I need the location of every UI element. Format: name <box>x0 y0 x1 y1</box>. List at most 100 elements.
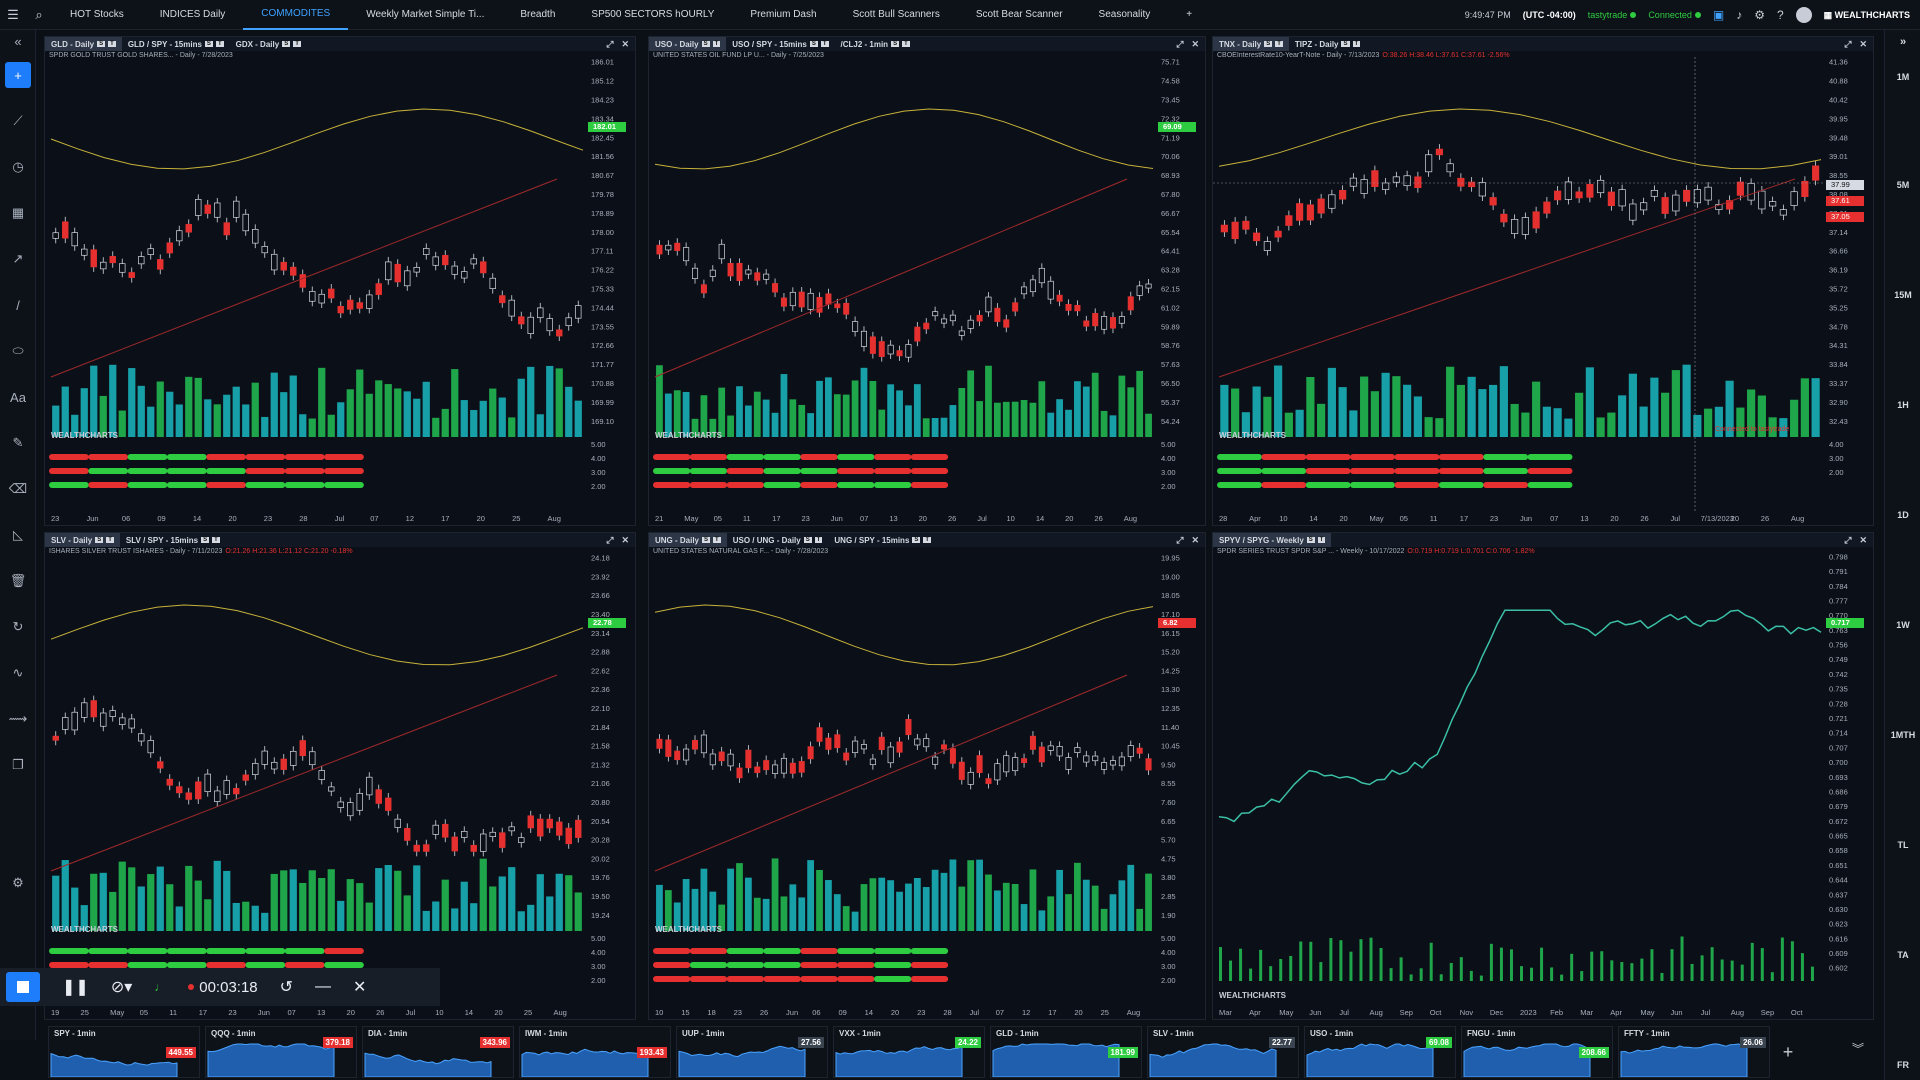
panel-symbol-tab[interactable]: SLV - Daily S T <box>45 533 120 547</box>
tab-premium-dash[interactable]: Premium Dash <box>750 9 817 20</box>
maximize-icon[interactable]: ⤢ <box>606 38 614 49</box>
chart-panel[interactable]: USO - Daily S T USO / SPY - 15mins S T/CLJ2 -… <box>648 36 1206 526</box>
interval-fr[interactable]: FR <box>1897 1060 1909 1070</box>
webcam-toggle-icon[interactable]: ⊘▾ <box>110 979 133 996</box>
close-icon[interactable]: ✕ <box>621 38 629 49</box>
mini-chart[interactable]: SLV - 1min 22.77 <box>1147 1026 1299 1078</box>
template-badge-icon[interactable]: T <box>902 41 910 47</box>
template-badge-icon[interactable]: T <box>212 537 220 543</box>
settings-badge-icon[interactable]: S <box>201 537 210 543</box>
template-badge-icon[interactable]: T <box>108 41 116 47</box>
mini-chart[interactable]: UUP - 1min 27.56 <box>676 1026 828 1078</box>
template-badge-icon[interactable]: T <box>106 537 114 543</box>
mini-chart[interactable]: FNGU - 1min 208.66 <box>1461 1026 1613 1078</box>
clock-tool-icon[interactable]: ◷ <box>12 159 24 174</box>
mini-chart[interactable]: USO - 1min 69.08 <box>1304 1026 1456 1078</box>
close-icon[interactable]: ✕ <box>1191 38 1199 49</box>
trendline-tool-icon[interactable]: ⟋ <box>13 113 23 128</box>
interval-5m[interactable]: 5M <box>1896 180 1910 190</box>
menu-icon[interactable]: ☰ <box>7 6 19 22</box>
strip-collapse-icon[interactable]: ︾ <box>1852 1042 1865 1056</box>
template-badge-icon[interactable]: T <box>215 41 224 47</box>
collapse-icon[interactable]: « <box>14 33 22 49</box>
interval-tl[interactable]: TL <box>1897 840 1909 850</box>
gear-icon[interactable]: ⚙ <box>1754 8 1765 22</box>
add-tab-button[interactable]: + <box>1186 9 1193 20</box>
indicator-icon[interactable]: ∿ <box>12 665 24 680</box>
stop-recording-button[interactable] <box>6 972 40 1002</box>
price-chart[interactable]: 75.71 74.58 73.45 72.32 71.19 70.06 68.93 67.80… <box>649 37 1206 526</box>
add-tool-button[interactable]: + <box>0 52 36 98</box>
help-icon[interactable]: ? <box>1776 8 1784 22</box>
settings-badge-icon[interactable]: S <box>282 41 291 47</box>
chart-panel[interactable]: SPYV / SPYG - Weekly S T ⤢ ✕ SPDR SERIES TRUS… <box>1212 532 1874 1020</box>
interval-1mth[interactable]: 1MTH <box>1890 730 1916 740</box>
interval-1m[interactable]: 1M <box>1896 72 1910 82</box>
interval-1d[interactable]: 1D <box>1897 510 1909 520</box>
price-chart[interactable]: 24.18 23.92 23.66 23.40 23.14 22.88 22.62 22.36… <box>45 533 636 1020</box>
panel-symbol-tab[interactable]: UNG - Daily S T <box>649 533 727 547</box>
tab-sp500-sectors[interactable]: SP500 SECTORS hOURLY <box>591 9 715 20</box>
maximize-icon[interactable]: ⤢ <box>1176 534 1184 545</box>
panel-symbol-tab[interactable]: UNG / SPY - 15mins S T <box>828 533 937 547</box>
price-chart[interactable]: 19.95 19.00 18.05 17.10 16.15 15.20 14.25 13.30… <box>649 533 1206 1020</box>
interval-1w[interactable]: 1W <box>1896 620 1910 630</box>
chart-panel[interactable]: TNX - Daily S T TIPZ - Daily S T ⤢ ✕ CBOEInteres… <box>1212 36 1874 526</box>
template-badge-icon[interactable]: T <box>712 41 721 47</box>
close-icon[interactable]: ✕ <box>1859 38 1867 49</box>
panel-symbol-tab[interactable]: USO - Daily S T <box>649 37 727 51</box>
settings-badge-icon[interactable]: S <box>1306 537 1315 543</box>
calendar-tool-icon[interactable]: ▦ <box>11 205 25 220</box>
template-badge-icon[interactable]: T <box>1275 41 1283 47</box>
settings-badge-icon[interactable]: S <box>1264 41 1273 47</box>
settings-badge-icon[interactable]: S <box>97 41 106 47</box>
mini-chart[interactable]: DIA - 1min 343.96 <box>362 1026 514 1078</box>
template-badge-icon[interactable]: T <box>923 537 932 543</box>
maximize-icon[interactable]: ⤢ <box>606 534 614 545</box>
close-icon[interactable]: ✕ <box>621 534 629 545</box>
settings-badge-icon[interactable]: S <box>702 537 711 543</box>
template-badge-icon[interactable]: T <box>1317 537 1326 543</box>
strategy-icon[interactable]: ⟿ <box>8 711 28 726</box>
mini-chart[interactable]: FFTY - 1min 26.06 <box>1618 1026 1770 1078</box>
tab-breadth[interactable]: Breadth <box>520 9 556 20</box>
settings-badge-icon[interactable]: S <box>1341 41 1350 47</box>
settings-badge-icon[interactable]: S <box>891 41 900 47</box>
maximize-icon[interactable]: ⤢ <box>1844 38 1852 49</box>
price-chart[interactable]: 0.798 0.791 0.784 0.777 0.770 0.763 0.756 0.749… <box>1213 533 1874 1020</box>
settings-badge-icon[interactable]: S <box>809 41 818 47</box>
settings-sidebar-icon[interactable]: ⚙ <box>12 875 24 890</box>
close-icon[interactable]: ✕ <box>1859 534 1867 545</box>
restart-button[interactable]: ↺ <box>279 979 294 996</box>
interval-1h[interactable]: 1H <box>1897 400 1909 410</box>
chart-panel[interactable]: GLD - Daily S T GLD / SPY - 15mins S T GDX - D… <box>44 36 636 526</box>
close-icon[interactable]: ✕ <box>1191 534 1199 545</box>
tab-hot-stocks[interactable]: HOT Stocks <box>70 9 124 20</box>
interval-ta[interactable]: TA <box>1897 950 1909 960</box>
layers-icon[interactable]: ❐ <box>12 757 24 772</box>
tab-weekly-market[interactable]: Weekly Market Simple Ti... <box>366 9 485 20</box>
panel-symbol-tab[interactable]: SLV / SPY - 15mins S T <box>120 533 226 547</box>
panel-symbol-tab[interactable]: /CLJ2 - 1min S T <box>835 37 916 51</box>
panel-symbol-tab[interactable]: GLD - Daily S T <box>45 37 122 51</box>
minimize-button[interactable]: — <box>315 978 332 995</box>
tab-scott-bull[interactable]: Scott Bull Scanners <box>852 9 940 20</box>
template-badge-icon[interactable]: T <box>820 41 829 47</box>
save-icon[interactable]: ▣ <box>1712 8 1725 22</box>
panel-symbol-tab[interactable]: GDX - Daily S T <box>230 37 307 51</box>
measure-tool-icon[interactable]: ◺ <box>13 527 23 542</box>
maximize-icon[interactable]: ⤢ <box>1844 534 1852 545</box>
line-chart-tool-icon[interactable]: ↗ <box>12 251 24 266</box>
settings-badge-icon[interactable]: S <box>803 537 812 543</box>
expand-right-icon[interactable]: » <box>1899 36 1907 48</box>
template-badge-icon[interactable]: T <box>1352 41 1361 47</box>
mic-icon[interactable]: ♩ <box>154 980 167 994</box>
template-badge-icon[interactable]: T <box>293 41 301 47</box>
interval-15m[interactable]: 15M <box>1894 290 1912 300</box>
settings-badge-icon[interactable]: S <box>204 41 213 47</box>
settings-badge-icon[interactable]: S <box>95 537 104 543</box>
mini-chart[interactable]: GLD - 1min 181.99 <box>990 1026 1142 1078</box>
mini-chart[interactable]: VXX - 1min 24.22 <box>833 1026 985 1078</box>
add-mini-chart-button[interactable]: + <box>1782 1041 1794 1062</box>
eraser-tool-icon[interactable]: ⌫ <box>8 481 28 496</box>
